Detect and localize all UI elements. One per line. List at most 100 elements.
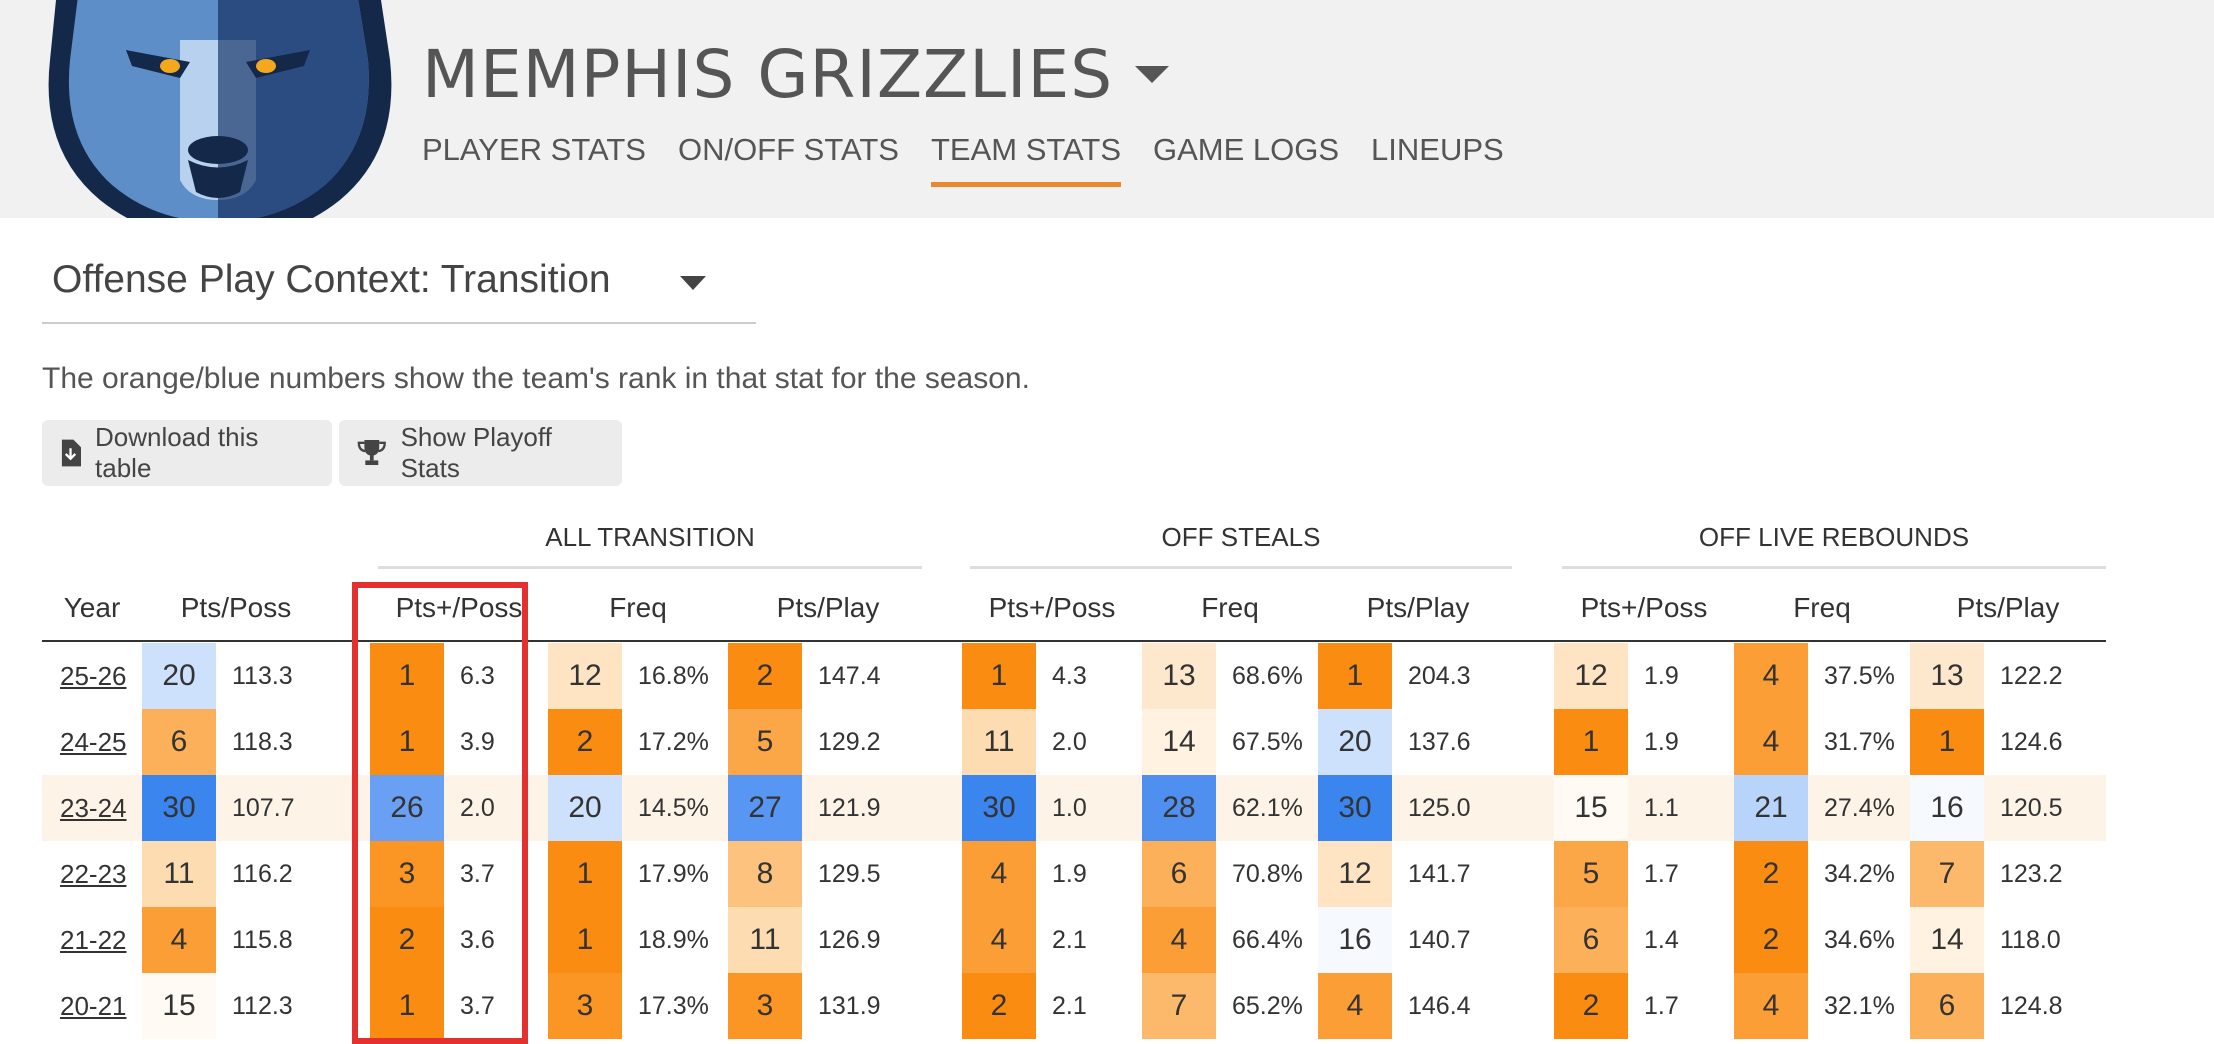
team-name-dropdown[interactable]: MEMPHIS GRIZZLIES [422,36,1170,113]
group-off-steals: OFF STEALS [1161,522,1321,552]
rank-cell: 21 [1734,775,1808,841]
value-cell: 113.3 [232,662,293,690]
value-cell: 18.9% [638,926,709,954]
rank-cell: 27 [728,775,802,841]
rank-cell: 20 [1318,709,1392,775]
value-cell: 129.5 [818,860,881,888]
value-cell: 14.5% [638,794,709,822]
col-header-transition-pts-play[interactable]: Pts/Play [776,592,880,623]
rank-note: The orange/blue numbers show the team's … [42,362,1030,395]
year-link[interactable]: 22-23 [60,859,127,889]
rank-cell: 4 [142,907,216,973]
value-cell: 66.4% [1232,926,1303,954]
col-header-rebounds-pts-plus-poss[interactable]: Pts+/Poss [1580,592,1708,623]
tab-lineups[interactable]: LINEUPS [1371,132,1504,167]
rank-cell: 4 [1142,907,1216,973]
rank-cell: 5 [1554,841,1628,907]
rank-cell: 30 [962,775,1036,841]
rank-cell: 1 [962,643,1036,709]
rank-cell: 28 [1142,775,1216,841]
col-header-steals-freq[interactable]: Freq [1201,592,1259,623]
value-cell: 140.7 [1408,926,1471,954]
tab-player-stats[interactable]: PLAYER STATS [422,132,646,167]
col-header-rebounds-pts-play[interactable]: Pts/Play [1956,592,2060,623]
rank-cell: 4 [1318,973,1392,1039]
play-context-select[interactable]: Offense Play Context: Transition [42,252,756,324]
value-cell: 31.7% [1824,728,1895,756]
year-link[interactable]: 20-21 [60,991,127,1021]
value-cell: 122.2 [2000,662,2063,690]
rank-cell: 1 [1554,709,1628,775]
rank-cell: 3 [370,841,444,907]
col-header-steals-pts-plus-poss[interactable]: Pts+/Poss [988,592,1116,623]
value-cell: 118.0 [2000,926,2061,954]
rank-cell: 7 [1142,973,1216,1039]
value-cell: 131.9 [818,992,881,1020]
col-header-rebounds-freq[interactable]: Freq [1793,592,1851,623]
rank-cell: 14 [1142,709,1216,775]
rank-cell: 5 [728,709,802,775]
rank-cell: 1 [370,973,444,1039]
value-cell: 32.1% [1824,992,1895,1020]
value-cell: 146.4 [1408,992,1471,1020]
rank-cell: 13 [1910,643,1984,709]
rank-cell: 6 [142,709,216,775]
team-header: MEMPHIS GRIZZLIES PLAYER STATS ON/OFF ST… [0,0,2214,218]
value-cell: 2.1 [1052,992,1087,1020]
rank-cell: 30 [1318,775,1392,841]
play-context-label: Offense Play Context: Transition [52,258,611,301]
value-cell: 1.4 [1644,926,1679,954]
year-link[interactable]: 24-25 [60,727,127,757]
rank-cell: 6 [1142,841,1216,907]
col-header-pts-poss[interactable]: Pts/Poss [180,592,292,623]
value-cell: 2.1 [1052,926,1087,954]
value-cell: 67.5% [1232,728,1303,756]
value-cell: 37.5% [1824,662,1895,690]
tab-on-off-stats[interactable]: ON/OFF STATS [677,132,899,167]
rank-cell: 2 [1734,841,1808,907]
rank-cell: 2 [1734,907,1808,973]
rank-cell: 2 [962,973,1036,1039]
value-cell: 17.9% [638,860,709,888]
rank-cell: 3 [548,973,622,1039]
table-row: 25-26 20 113.3 1 6.3 12 16.8% 2 147.4 1 4.3 13 68.6%… [42,643,2106,709]
value-cell: 126.9 [818,926,881,954]
table-row: 23-24 30 107.7 26 2.0 20 14.5% 27 121.9 30 1.0 28 62… [42,775,2106,841]
value-cell: 1.7 [1644,992,1679,1020]
year-link[interactable]: 25-26 [60,661,127,691]
value-cell: 70.8% [1232,860,1303,888]
download-label: Download this table [95,422,259,483]
trophy-icon [357,440,386,466]
col-header-steals-pts-play[interactable]: Pts/Play [1366,592,1470,623]
header-divider [42,640,2106,642]
rank-cell: 7 [1910,841,1984,907]
tab-team-stats[interactable]: TEAM STATS [930,132,1121,187]
value-cell: 3.9 [460,728,495,756]
year-link[interactable]: 23-24 [60,793,127,823]
value-cell: 112.3 [232,992,293,1020]
col-header-transition-freq[interactable]: Freq [609,592,667,623]
group-off-live-rebounds: OFF LIVE REBOUNDS [1698,522,1970,552]
value-cell: 2.0 [1052,728,1087,756]
value-cell: 124.8 [2000,992,2063,1020]
download-icon [61,439,82,467]
rank-cell: 11 [962,709,1036,775]
col-header-transition-pts-plus-poss[interactable]: Pts+/Poss [395,592,523,623]
col-header-year[interactable]: Year [63,592,121,623]
rank-cell: 6 [1910,973,1984,1039]
value-cell: 107.7 [232,794,295,822]
value-cell: 17.3% [638,992,709,1020]
table-row: 24-25 6 118.3 1 3.9 2 17.2% 5 129.2 11 2.0 14 67.5% 2… [42,709,2106,775]
tab-game-logs[interactable]: GAME LOGS [1153,132,1340,167]
rank-cell: 2 [548,709,622,775]
chevron-down-icon [680,276,706,290]
group-underline [1562,566,2106,569]
value-cell: 116.2 [232,860,293,888]
rank-cell: 2 [1554,973,1628,1039]
value-cell: 141.7 [1408,860,1471,888]
year-link[interactable]: 21-22 [60,925,127,955]
table-row: 21-22 4 115.8 2 3.6 1 18.9% 11 126.9 4 2.1 4 66.4% 16… [42,907,2106,973]
download-table-button[interactable]: Download this table [42,420,332,486]
show-playoff-stats-button[interactable]: Show Playoff Stats [339,420,622,486]
rank-cell: 2 [728,643,802,709]
